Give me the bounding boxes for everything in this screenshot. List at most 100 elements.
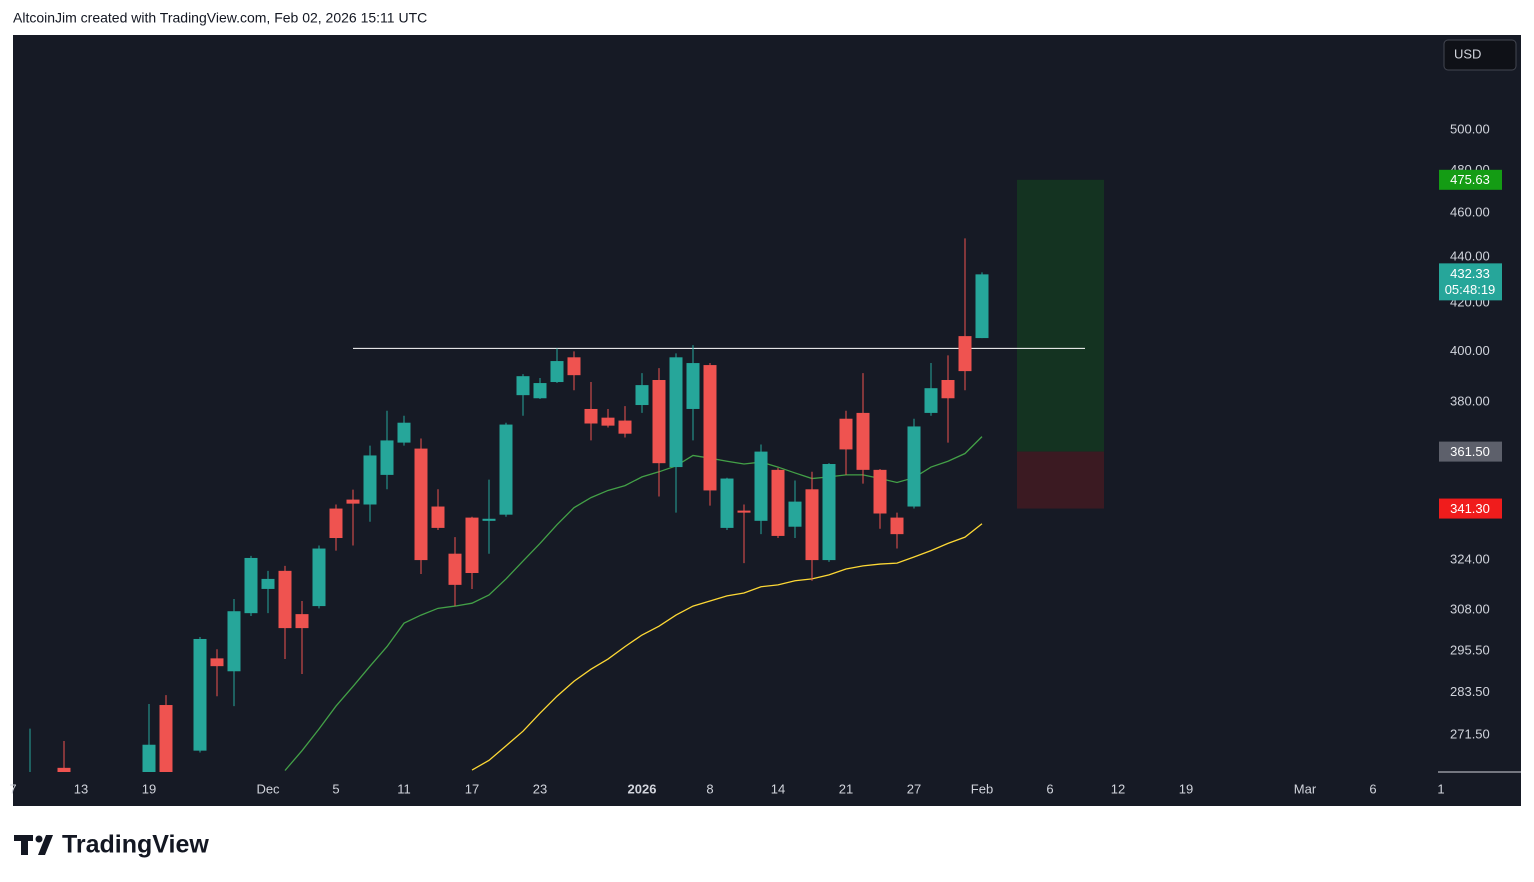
candle-body [907, 426, 921, 507]
entry-label: 361.50 [1450, 444, 1490, 459]
y-tick-label: 271.50 [1450, 727, 1490, 742]
logo-slash [38, 835, 53, 855]
y-tick-label: 400.00 [1450, 343, 1490, 358]
x-tick-label: 2026 [628, 781, 657, 796]
x-tick-label: 6 [1369, 781, 1376, 796]
footer-logo [14, 835, 53, 855]
x-tick-label: 12 [1111, 781, 1125, 796]
candle-body [601, 417, 615, 426]
candle-body [193, 638, 207, 751]
candle-body [312, 548, 326, 607]
currency: USD [1454, 46, 1481, 61]
x-tick-label: Feb [971, 781, 993, 796]
y-tick-label: 460.00 [1450, 204, 1490, 219]
candle-body [448, 553, 462, 585]
stop-label: 341.30 [1450, 501, 1490, 516]
x-tick-label: 11 [397, 781, 411, 796]
candle-body [771, 469, 785, 536]
candle-body [805, 489, 819, 561]
candle-body [754, 451, 768, 521]
candle-body [737, 510, 751, 513]
candle-body [227, 611, 241, 672]
y-tick-label: 380.00 [1450, 394, 1490, 409]
currency-button[interactable] [1443, 39, 1517, 71]
candle-body [329, 508, 343, 539]
target-badge [1439, 169, 1502, 190]
target-label: 475.63 [1450, 172, 1490, 187]
logo-dot [35, 835, 43, 843]
candle-body [788, 501, 802, 527]
x-tick-label: 13 [74, 781, 88, 796]
moving-average [471, 523, 983, 771]
candle-body [431, 506, 445, 528]
last-price-label: 432.33 [1450, 266, 1490, 281]
candle-body [550, 361, 564, 383]
x-tick-label: 8 [706, 781, 713, 796]
candle-body [584, 408, 598, 424]
candle-body [210, 658, 224, 667]
target-zone [1017, 179, 1104, 452]
candle-body [567, 357, 581, 376]
candle-body [57, 767, 71, 772]
candle-body [278, 570, 292, 629]
candle-body [414, 448, 428, 561]
candle-body [822, 464, 836, 561]
stop-zone [1017, 451, 1104, 509]
y-tick-label: 440.00 [1450, 248, 1490, 263]
moving-average [284, 436, 983, 771]
candle-body [686, 363, 700, 409]
candle-body [941, 379, 955, 399]
y-tick-label: 500.00 [1450, 122, 1490, 137]
last-price-badge [1439, 263, 1502, 301]
plot [29, 179, 1104, 772]
candle-body [499, 424, 513, 515]
candle-body [856, 412, 870, 470]
x-tick-label: 17 [465, 781, 479, 796]
candle-body [669, 357, 683, 468]
candle-body [159, 705, 173, 772]
x-tick-label: 23 [533, 781, 547, 796]
candle-body [839, 418, 853, 450]
candle-body [380, 440, 394, 475]
candle-body [890, 517, 904, 535]
candle-body [295, 614, 309, 629]
x-tick-label: 1 [1437, 781, 1444, 796]
x-tick-label: Mar [1294, 781, 1317, 796]
entry-badge [1439, 441, 1502, 462]
candle-body [142, 744, 156, 772]
x-tick-label: 7 [9, 781, 16, 796]
stop-badge [1439, 498, 1502, 519]
y-tick-label: 295.50 [1450, 643, 1490, 658]
y-tick-label: 324.00 [1450, 552, 1490, 567]
candle-body [635, 385, 649, 406]
logo-stem [21, 835, 28, 855]
x-tick-label: 6 [1046, 781, 1053, 796]
header: AltcoinJim created with TradingView.com,… [13, 10, 427, 26]
countdown: 05:48:19 [1445, 282, 1496, 297]
chart-frame [13, 35, 1521, 806]
candle-body [533, 383, 547, 399]
candle-body [261, 578, 275, 589]
candle-body [703, 365, 717, 491]
footer-brand: TradingView [62, 831, 209, 859]
candle-body [397, 422, 411, 443]
candle-body [873, 469, 887, 514]
x-tick-label: Dec [256, 781, 280, 796]
candle-body [465, 517, 479, 574]
y-tick-label: 308.00 [1450, 602, 1490, 617]
candle-body [958, 336, 972, 372]
x-tick-label: 21 [839, 781, 853, 796]
candle-body [720, 478, 734, 528]
x-tick-label: 19 [1179, 781, 1193, 796]
candle-body [363, 455, 377, 505]
candle-body [618, 420, 632, 434]
x-tick-label: 19 [142, 781, 156, 796]
x-tick-label: 5 [332, 781, 339, 796]
candle-body [346, 499, 360, 504]
candle-body [975, 274, 989, 339]
candle-body [244, 557, 258, 614]
x-tick-label: 14 [771, 781, 785, 796]
y-tick-label: 283.50 [1450, 684, 1490, 699]
